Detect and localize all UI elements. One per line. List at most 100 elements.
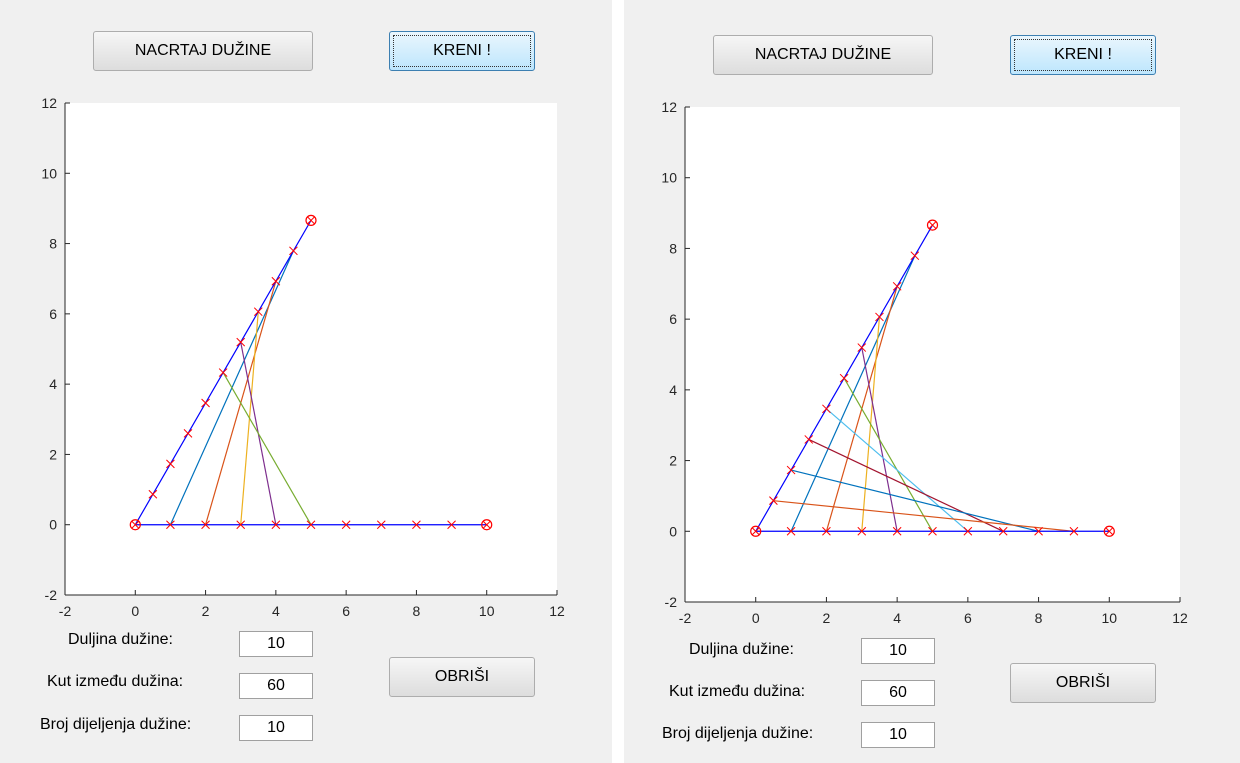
y-tick-label: 2 — [669, 453, 677, 469]
y-tick-label: 6 — [49, 306, 57, 322]
division-marker — [341, 520, 351, 530]
marker-stroke — [822, 404, 831, 414]
marker-stroke — [166, 459, 175, 469]
connecting-line — [773, 500, 1074, 532]
division-marker — [857, 526, 867, 536]
division-marker — [271, 520, 281, 530]
marker-stroke — [786, 526, 796, 536]
plot-area: -2 0 2 4 6 8 10 12 -2 0 2 4 6 8 10 12 — [661, 99, 1188, 626]
draw-segments-button[interactable]: NACRTAJ DUŽINE — [713, 35, 933, 75]
connecting-line — [808, 438, 1004, 532]
marker-stroke — [289, 246, 298, 256]
endpoint-cross — [131, 520, 140, 529]
division-marker — [804, 435, 814, 444]
division-marker — [822, 526, 831, 536]
divisions-label: Broj dijeljenja dužine: — [40, 716, 192, 733]
endpoint-circle — [926, 219, 939, 231]
x-tick-label: 6 — [964, 610, 972, 626]
connecting-line — [826, 408, 969, 532]
division-marker — [857, 343, 867, 352]
division-marker — [892, 526, 902, 536]
marker-stroke — [892, 526, 902, 536]
marker-stroke — [1034, 526, 1043, 536]
y-tick-label: 12 — [41, 95, 57, 111]
marker-stroke — [857, 343, 867, 352]
y-tick-label: 10 — [41, 165, 57, 181]
x-tick-label: 6 — [342, 603, 350, 619]
x-tick-label: 4 — [893, 610, 901, 626]
division-marker — [822, 404, 831, 414]
y-tick-label: 10 — [661, 170, 677, 186]
clear-button[interactable]: OBRIŠI — [389, 657, 535, 697]
right-panel: NACRTAJ DUŽINE KRENI ! -2 0 2 4 6 8 10 12 -2 0 2 4 6… — [624, 0, 1240, 763]
division-marker — [769, 496, 778, 506]
go-button[interactable]: KRENI ! — [389, 31, 535, 71]
y-tick-label: 4 — [49, 376, 57, 392]
division-marker — [786, 526, 796, 536]
y-tick-label: 2 — [49, 446, 57, 462]
division-marker — [183, 429, 193, 438]
marker-stroke — [236, 337, 246, 347]
marker-stroke — [910, 251, 920, 261]
length-input[interactable] — [239, 631, 313, 657]
divisions-label: Broj dijeljenja dužine: — [662, 725, 814, 742]
marker-stroke — [786, 465, 796, 475]
x-tick-label: 12 — [1172, 610, 1188, 626]
division-marker — [1034, 526, 1043, 536]
length-label: Duljina dužine: — [68, 631, 173, 648]
x-tick-label: 0 — [752, 610, 760, 626]
y-tick-label: 12 — [661, 99, 677, 115]
division-marker — [166, 459, 175, 469]
marker-stroke — [218, 368, 228, 377]
division-marker — [306, 520, 316, 530]
length-label: Duljina dužine: — [689, 641, 794, 658]
x-tick-label: 12 — [549, 603, 565, 619]
endpoint-marker — [129, 519, 141, 531]
divisions-input[interactable] — [861, 722, 935, 748]
marker-stroke — [769, 496, 778, 506]
x-tick-label: 4 — [272, 603, 280, 619]
y-tick-label: 4 — [669, 382, 677, 398]
endpoint-circle — [305, 214, 317, 226]
draw-segments-button[interactable]: NACRTAJ DUŽINE — [93, 31, 313, 71]
endpoint-marker — [305, 214, 317, 226]
plot-axes: -2 0 2 4 6 8 10 12 -2 0 2 4 6 8 10 12 — [661, 99, 1188, 626]
division-marker — [963, 526, 973, 536]
y-tick-label: 8 — [669, 240, 677, 256]
marker-stroke — [1069, 526, 1079, 536]
marker-stroke — [166, 520, 175, 530]
marker-stroke — [148, 489, 158, 499]
marker-stroke — [857, 526, 867, 536]
marker-stroke — [201, 520, 210, 530]
endpoint-cross — [307, 216, 315, 225]
angle-label: Kut između dužina: — [47, 673, 184, 690]
marker-stroke — [804, 435, 814, 444]
marker-stroke — [236, 520, 246, 530]
marker-stroke — [376, 520, 386, 530]
x-tick-label: 8 — [413, 603, 421, 619]
division-marker — [412, 520, 421, 530]
division-marker — [236, 520, 246, 530]
angle-label: Kut između dužina: — [669, 683, 806, 700]
go-button[interactable]: KRENI ! — [1010, 35, 1156, 75]
marker-stroke — [963, 526, 973, 536]
divisions-input[interactable] — [239, 715, 313, 741]
y-tick-label: 0 — [49, 517, 57, 533]
endpoint-circle — [1103, 525, 1115, 537]
connecting-line — [790, 469, 1039, 532]
angle-input[interactable] — [239, 673, 313, 699]
length-input[interactable] — [861, 638, 935, 664]
division-marker — [148, 489, 158, 499]
x-tick-label: 0 — [131, 603, 139, 619]
x-tick-label: 8 — [1035, 610, 1043, 626]
angle-input[interactable] — [861, 680, 935, 706]
endpoint-circle — [481, 519, 493, 531]
division-marker — [201, 520, 210, 530]
endpoint-cross — [928, 221, 937, 229]
endpoint-cross — [482, 520, 491, 529]
marker-stroke — [447, 520, 456, 530]
left-panel: NACRTAJ DUŽINE KRENI ! -2 0 2 4 6 8 10 12 -2 0 2 4 6… — [0, 0, 612, 763]
clear-button[interactable]: OBRIŠI — [1010, 663, 1156, 703]
x-tick-label: 10 — [1101, 610, 1117, 626]
marker-stroke — [998, 526, 1008, 536]
